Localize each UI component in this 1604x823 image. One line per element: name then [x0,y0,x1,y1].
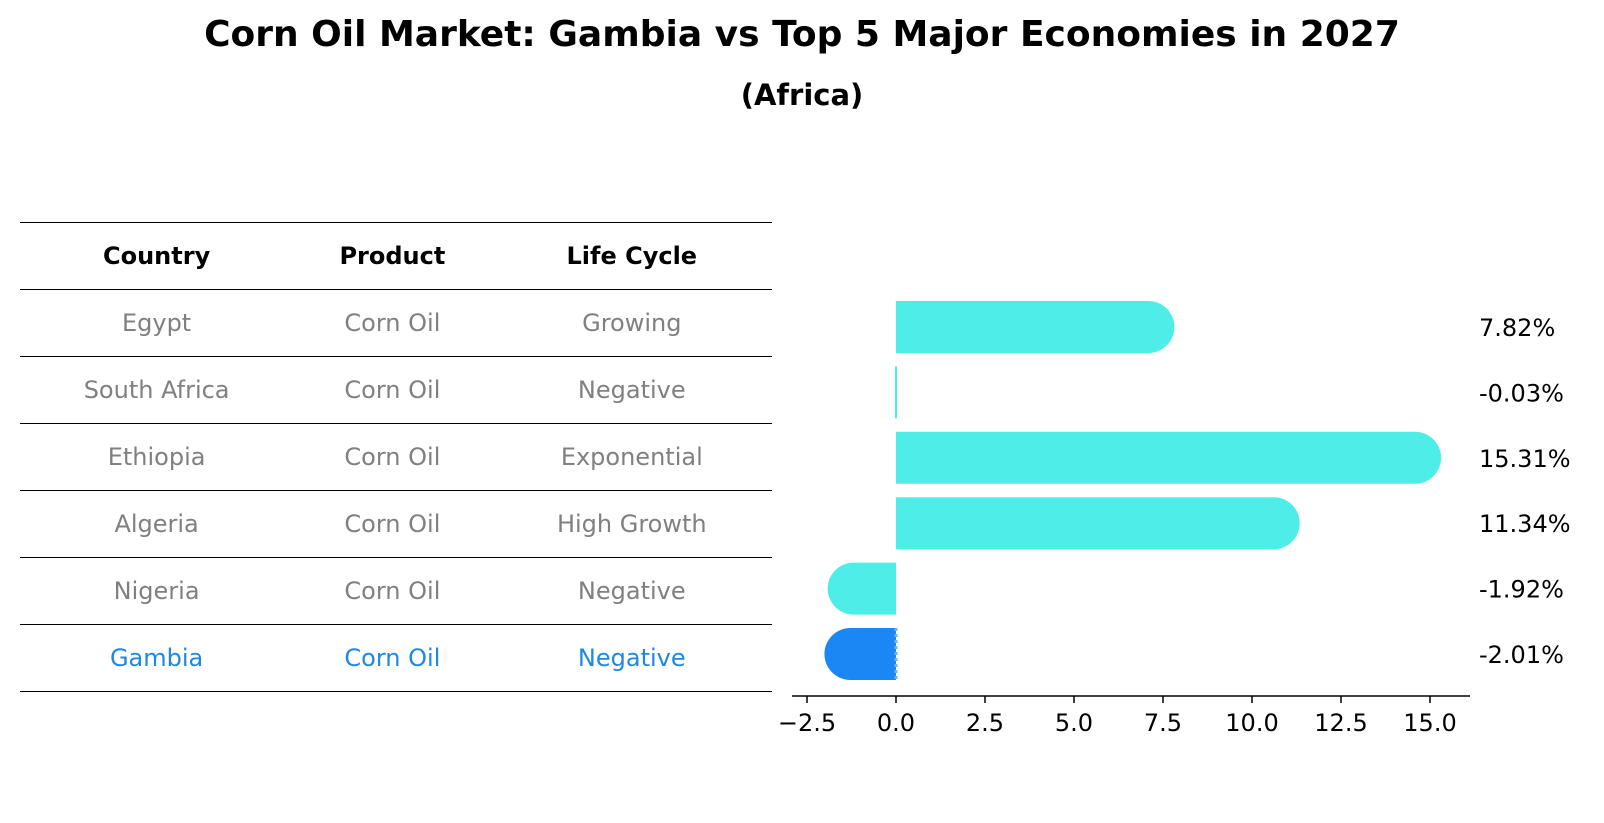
table-row: Algeria Corn Oil High Growth [20,490,772,558]
x-tick-label: 5.0 [1055,709,1093,737]
cell-country: Gambia [20,624,294,692]
table-row-highlight: Gambia Corn Oil Negative [20,624,772,692]
bar-value-label: -1.92% [1479,576,1564,604]
cell-product: Corn Oil [293,557,492,625]
x-tick-label: 15.0 [1403,709,1456,737]
cell-life-cycle: Negative [491,356,772,424]
table-header-row: Country Product Life Cycle [20,222,772,290]
x-tick-label: 2.5 [966,709,1004,737]
cell-life-cycle: Negative [491,624,772,692]
header-life-cycle: Life Cycle [491,222,772,290]
table-row: Egypt Corn Oil Growing [20,289,772,357]
bar-nigeria [827,562,896,615]
cell-product: Corn Oil [293,289,492,357]
x-tick-label: 0.0 [877,709,915,737]
bar-egypt [896,301,1175,353]
bar-value-label: 15.31% [1479,445,1571,473]
header-country: Country [20,222,294,290]
cell-life-cycle: High Growth [491,490,772,558]
cell-life-cycle: Exponential [491,423,772,491]
cell-product: Corn Oil [293,490,492,558]
x-tick-label: 7.5 [1144,709,1182,737]
cell-country: South Africa [20,356,294,424]
bar-ethiopia [896,431,1442,484]
cell-product: Corn Oil [293,624,492,692]
bar-south-africa [895,366,897,419]
cell-life-cycle: Negative [491,557,772,625]
table-row: Nigeria Corn Oil Negative [20,557,772,625]
chart-title: Corn Oil Market: Gambia vs Top 5 Major E… [204,14,1400,55]
header-product: Product [293,222,492,290]
bar-gambia [824,628,896,680]
table-row: Ethiopia Corn Oil Exponential [20,423,772,491]
bar-value-label: -0.03% [1479,379,1564,407]
cell-product: Corn Oil [293,356,492,424]
x-tick-label: −2.5 [778,709,836,737]
bar-algeria [896,497,1300,550]
chart-subtitle: (Africa) [740,78,864,112]
x-tick-label: 12.5 [1314,709,1367,737]
cell-country: Algeria [20,490,294,558]
cell-life-cycle: Growing [491,289,772,357]
bar-value-label: -2.01% [1479,641,1564,669]
data-table: Country Product Life Cycle Egypt Corn Oi… [20,222,772,692]
cell-country: Nigeria [20,557,294,625]
table-row: South Africa Corn Oil Negative [20,356,772,424]
cell-country: Ethiopia [20,423,294,491]
bar-value-label: 11.34% [1479,510,1571,538]
bar-value-label: 7.82% [1479,314,1555,342]
cell-country: Egypt [20,289,294,357]
x-tick-label: 10.0 [1225,709,1278,737]
cell-product: Corn Oil [293,423,492,491]
